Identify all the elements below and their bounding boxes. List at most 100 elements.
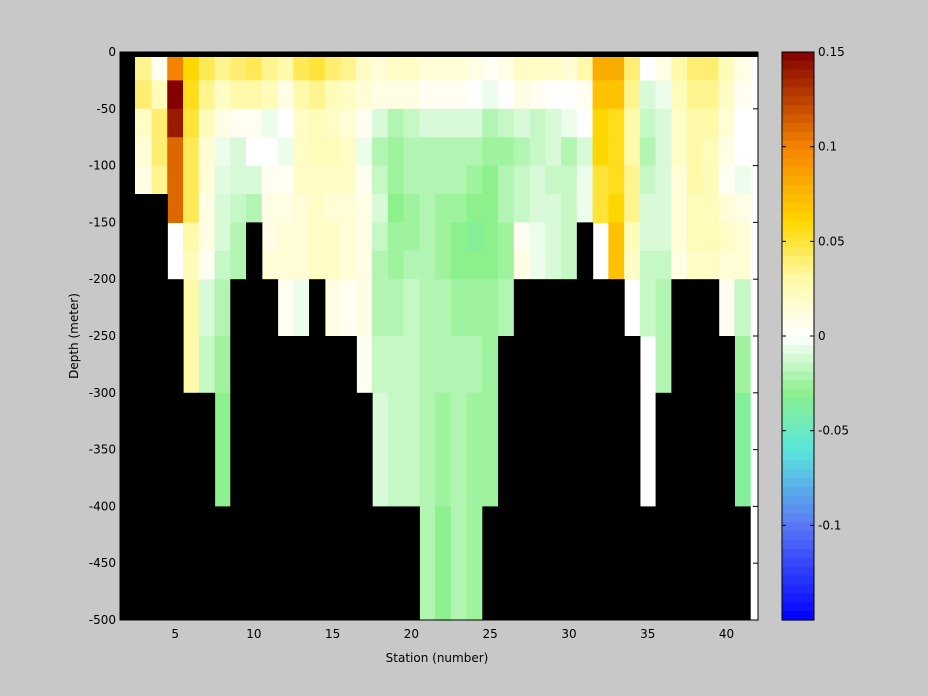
land-column: [482, 506, 499, 620]
heatmap-cell: [671, 52, 688, 81]
colorbar-strip: [782, 531, 814, 541]
colorbar-strip: [782, 194, 814, 204]
heatmap-cell: [718, 222, 735, 252]
heatmap-cell: [167, 194, 184, 223]
heatmap-cell: [183, 137, 200, 167]
colorbar-strip: [782, 415, 814, 426]
colorbar-strip: [782, 123, 814, 133]
heatmap-cell: [372, 80, 389, 110]
heatmap-cell: [198, 80, 216, 110]
heatmap-cell: [435, 506, 452, 621]
heatmap-cell: [387, 250, 405, 280]
heatmap-cell: [387, 52, 405, 81]
heatmap-cell: [592, 108, 609, 138]
heatmap-cell: [608, 194, 625, 223]
colorbar-strip: [782, 442, 814, 452]
heatmap-cell: [214, 392, 231, 507]
heatmap-cell: [403, 137, 420, 167]
heatmap-cell: [655, 194, 672, 223]
land-column: [167, 279, 184, 620]
heatmap-cell: [561, 52, 578, 81]
heatmap-cell: [183, 80, 200, 110]
x-tick-label: 20: [404, 627, 419, 641]
heatmap-cell: [183, 194, 200, 223]
heatmap-cell: [624, 137, 641, 167]
heatmap-cell: [529, 80, 546, 110]
heatmap-cell: [261, 250, 279, 280]
heatmap-cell: [498, 137, 515, 167]
heatmap-cell: [198, 194, 216, 223]
heatmap-cell: [450, 222, 468, 252]
heatmap-cell: [592, 52, 609, 81]
heatmap-cell: [608, 222, 625, 252]
colorbar-strip: [782, 247, 814, 257]
heatmap-cell: [246, 108, 263, 138]
heatmap-cell: [135, 80, 153, 110]
heatmap-cell: [466, 108, 483, 138]
plot-area: [119, 51, 759, 621]
land-column: [387, 506, 405, 620]
y-tick-label: -50: [96, 102, 116, 116]
heatmap-cell: [230, 137, 247, 167]
heatmap-cell: [356, 108, 373, 138]
colorbar-strip: [782, 238, 814, 248]
heatmap-cell: [639, 279, 657, 337]
heatmap-cell: [293, 80, 310, 110]
heatmap-cell: [466, 80, 483, 110]
heatmap-cell: [293, 250, 310, 280]
colorbar-tick-label: -0.05: [818, 424, 849, 438]
heatmap-cell: [671, 137, 688, 167]
heatmap-cell: [293, 279, 310, 337]
heatmap-cell: [198, 108, 216, 138]
heatmap-cell: [372, 137, 389, 167]
heatmap-cell: [529, 108, 546, 138]
colorbar-strip: [782, 433, 814, 444]
heatmap-cell: [324, 52, 342, 81]
heatmap-cell: [340, 250, 357, 280]
heatmap-cell: [624, 222, 641, 252]
colorbar-strip: [782, 380, 814, 390]
land-column: [246, 222, 263, 620]
colorbar-strip: [782, 185, 814, 195]
heatmap-cell: [324, 137, 342, 167]
heatmap-cell: [734, 392, 751, 507]
heatmap-cell: [450, 336, 468, 394]
land-column: [545, 279, 562, 620]
heatmap-cell: [435, 336, 452, 394]
heatmap-cell: [167, 165, 184, 195]
heatmap-cell: [372, 250, 389, 280]
x-tick-label: 35: [640, 627, 655, 641]
heatmap-cell: [498, 194, 515, 223]
heatmap-cell: [403, 80, 420, 110]
land-column: [135, 194, 153, 620]
heatmap-cell: [718, 194, 735, 223]
colorbar-strip: [782, 256, 814, 266]
colorbar-strip: [782, 424, 814, 435]
y-tick-label: -500: [89, 613, 116, 627]
heatmap-cell: [734, 137, 751, 167]
heatmap-cell: [403, 336, 420, 394]
colorbar-strip: [782, 478, 814, 488]
y-tick-label: -150: [89, 215, 116, 229]
heatmap-cell: [183, 52, 200, 81]
colorbar-strip: [782, 140, 814, 151]
heatmap-cell: [529, 137, 546, 167]
colorbar: 0.15 0.1 0.05 0 -0.05 -0.1: [781, 45, 849, 621]
colorbar-strip: [782, 291, 814, 302]
heatmap-cell: [214, 80, 231, 110]
colorbar-strip: [782, 131, 814, 142]
heatmap-cell: [324, 194, 342, 223]
heatmap-cell: [687, 165, 704, 195]
colorbar-strip: [782, 149, 814, 160]
heatmap-cell: [387, 194, 405, 223]
heatmap-cell: [482, 194, 499, 223]
heatmap-cell: [450, 52, 468, 81]
colorbar-strip: [782, 282, 814, 293]
heatmap-cell: [419, 194, 436, 223]
heatmap-cell: [513, 165, 531, 195]
heatmap-cell: [718, 80, 735, 110]
heatmap-cell: [387, 392, 405, 507]
y-tick-label: -450: [89, 556, 116, 570]
heatmap-cell: [435, 80, 452, 110]
heatmap-cell: [671, 165, 688, 195]
